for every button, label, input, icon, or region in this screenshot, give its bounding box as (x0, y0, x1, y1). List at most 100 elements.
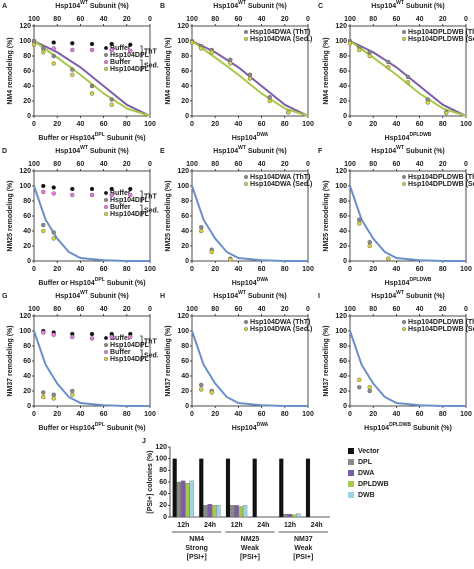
top-axis-label-part: Subunit (%) (88, 148, 129, 155)
top-tick-label: 80 (53, 161, 61, 168)
data-point (425, 100, 430, 105)
y-tick-label: 40 (23, 83, 31, 90)
x-axis-label-part: Subunit (%) (105, 425, 146, 432)
x-tick-label: 0 (348, 121, 352, 128)
y-tick-label: 40 (23, 228, 31, 235)
data-point (41, 189, 46, 195)
bar (292, 514, 297, 518)
panel-letter: A (2, 3, 7, 10)
legend-label: Hsp104DPLDWB (ThT) (408, 174, 474, 181)
x-tick-label: 40 (393, 266, 401, 273)
y-tick-label: 80 (339, 198, 347, 205)
x-axis-label-part: DPLDWB (409, 277, 431, 283)
y-tick-label: 20 (339, 243, 347, 250)
y-tick-label: 80 (159, 467, 167, 474)
legend-label: DWA (358, 470, 374, 477)
top-axis-label-part: WT (396, 290, 404, 296)
data-point (41, 228, 46, 234)
y-axis-label: NM25 remodeling (%) (323, 180, 330, 251)
x-axis-label-part: Buffer or Hsp104 (38, 280, 95, 287)
top-tick-label: 100 (186, 161, 198, 168)
x-tick-label: 40 (235, 411, 243, 418)
bar (238, 506, 243, 518)
x-axis-label-part: Hsp104 (385, 280, 410, 287)
data-point (367, 385, 372, 390)
x-axis-label-part: DWA (257, 277, 269, 283)
panel-letter: F (318, 148, 323, 155)
x-axis-label: Hsp104DWA (232, 132, 269, 142)
top-axis-label-part: Hsp104 (371, 3, 396, 10)
data-point (70, 41, 75, 46)
legend-marker (103, 343, 108, 348)
x-tick-label: 60 (258, 121, 266, 128)
data-point (41, 394, 46, 400)
data-point (70, 72, 75, 77)
x-tick-label: 40 (77, 266, 85, 273)
legend-label: Buffer (110, 349, 131, 356)
top-axis-label-part: Subunit (%) (246, 293, 287, 300)
bar (305, 458, 311, 518)
top-tick-label: 40 (416, 161, 424, 168)
group-label: NM25 (241, 536, 260, 543)
x-axis-label-part: DPL (95, 277, 105, 283)
y-tick-label: 20 (339, 98, 347, 105)
data-point (357, 47, 362, 53)
bar (212, 505, 217, 518)
x-tick-label: 20 (369, 121, 377, 128)
legend-label: Hsp104DPL (110, 66, 150, 73)
data-point (199, 228, 204, 234)
bar (181, 480, 186, 518)
y-tick-label: 40 (339, 373, 347, 380)
y-tick-label: 0 (27, 113, 31, 120)
x-tick-label: 24h (257, 522, 269, 529)
top-tick-label: 100 (344, 161, 356, 168)
y-axis-label: NM37 remodeling (%) (7, 325, 14, 396)
x-axis-label-part: Buffer or Hsp104 (38, 425, 95, 432)
legend-marker (103, 336, 108, 341)
top-tick-label: 20 (439, 16, 447, 23)
top-tick-label: 40 (258, 16, 266, 23)
data-point (109, 334, 114, 340)
data-point (199, 225, 204, 230)
y-tick-label: 0 (343, 403, 347, 410)
data-point (51, 230, 56, 235)
y-tick-label: 120 (19, 168, 31, 175)
top-tick-label: 20 (123, 16, 131, 23)
data-point (70, 334, 75, 340)
data-point (228, 61, 233, 66)
top-axis-label: Hsp104WT Subunit (%) (371, 0, 445, 10)
legend-label: Hsp104DPLDWB (Sed.) (408, 326, 474, 333)
x-tick-label: 20 (53, 121, 61, 128)
top-axis-label: Hsp104WT Subunit (%) (213, 290, 287, 300)
bar (283, 513, 288, 518)
y-tick-label: 0 (185, 113, 189, 120)
top-tick-label: 100 (344, 16, 356, 23)
y-tick-label: 100 (335, 38, 347, 45)
data-point (109, 47, 114, 53)
x-tick-label: 80 (439, 411, 447, 418)
x-tick-label: 12h (284, 522, 296, 529)
x-tick-label: 0 (348, 411, 352, 418)
data-point (70, 392, 75, 397)
data-point (209, 50, 214, 55)
x-axis-label: Buffer or Hsp104DPL Subunit (%) (38, 132, 145, 142)
top-tick-label: 60 (393, 16, 401, 23)
x-tick-label: 12h (231, 522, 243, 529)
data-point (357, 217, 362, 222)
y-axis-label: NM25 remodeling (%) (7, 180, 14, 251)
y-tick-label: 80 (23, 53, 31, 60)
group-label: [PSI+] (293, 554, 313, 561)
legend-brace (140, 59, 143, 72)
y-tick-label: 40 (181, 83, 189, 90)
x-tick-label: 0 (190, 121, 194, 128)
legend-group-label: ThT (144, 48, 158, 55)
x-tick-label: 60 (416, 411, 424, 418)
fit-line (349, 185, 466, 262)
x-axis-label: Hsp104DPLDWB (385, 277, 432, 287)
x-axis-label-part: Hsp104 (232, 280, 257, 287)
data-point (109, 97, 114, 102)
legend-label: Buffer (110, 190, 131, 197)
top-tick-label: 40 (258, 306, 266, 313)
fit-line (191, 40, 309, 117)
legend-label: Hsp104DWA (Sed.) (250, 181, 312, 188)
